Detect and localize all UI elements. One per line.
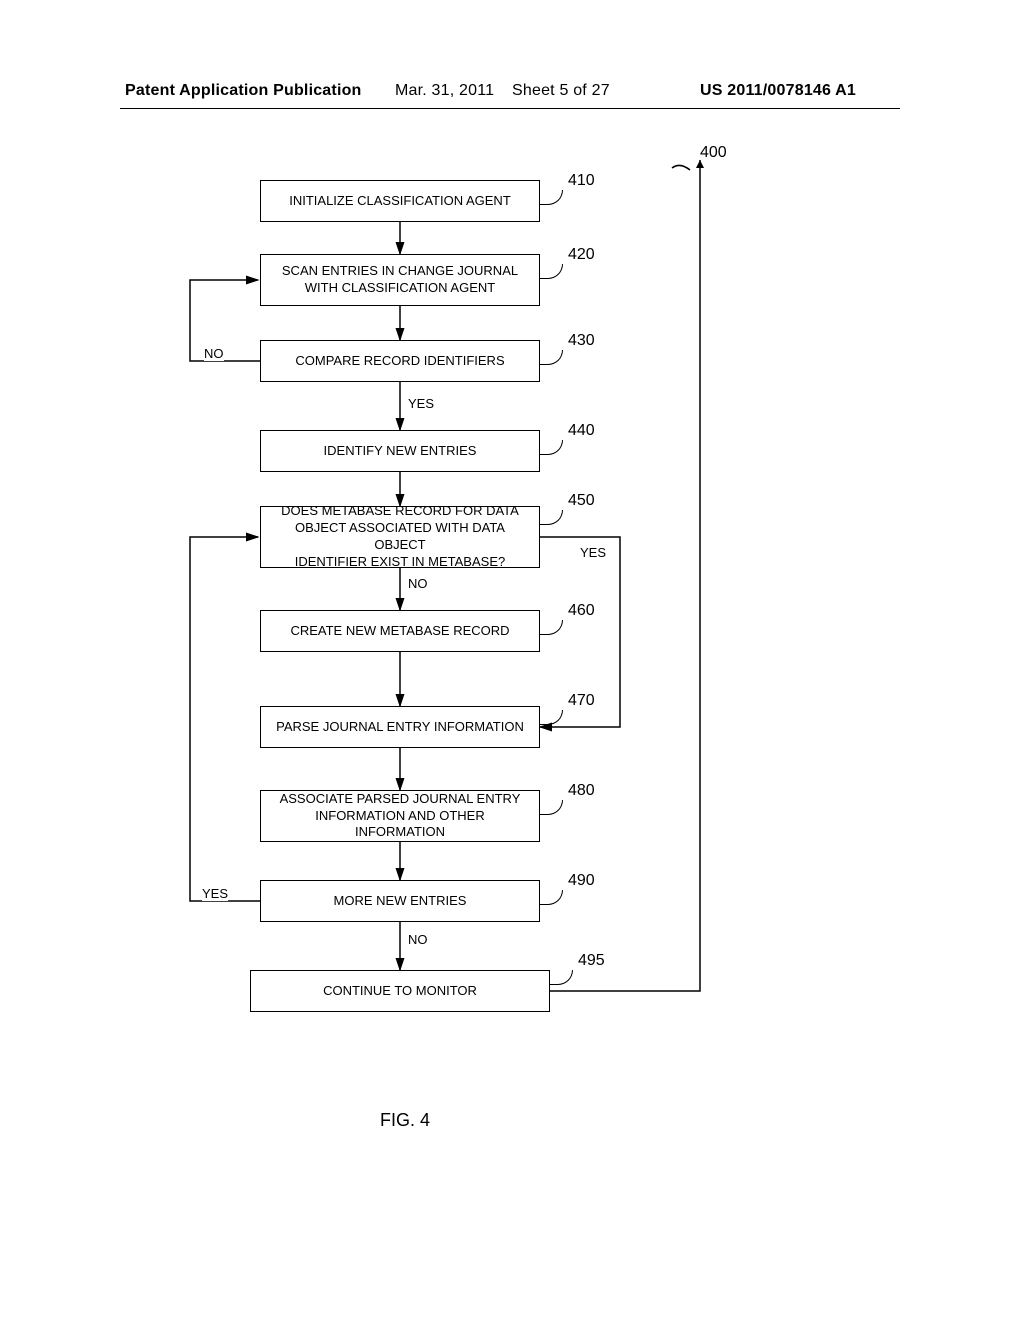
ref-410: 410	[568, 172, 595, 190]
box-410-text: INITIALIZE CLASSIFICATION AGENT	[289, 193, 511, 210]
label-yes-490: YES	[202, 886, 228, 901]
box-420-text: SCAN ENTRIES IN CHANGE JOURNALWITH CLASS…	[282, 263, 518, 297]
label-yes-430: YES	[408, 396, 434, 411]
box-430-text: COMPARE RECORD IDENTIFIERS	[295, 353, 504, 370]
ref-480: 480	[568, 782, 595, 800]
ref-420: 420	[568, 246, 595, 264]
label-no-490: NO	[408, 932, 428, 947]
ref-430: 430	[568, 332, 595, 350]
header-date: Mar. 31, 2011	[395, 82, 494, 100]
figure-label: FIG. 4	[380, 1110, 430, 1131]
ref-490: 490	[568, 872, 595, 890]
box-410: INITIALIZE CLASSIFICATION AGENT	[260, 180, 540, 222]
box-440-text: IDENTIFY NEW ENTRIES	[324, 443, 477, 460]
box-480-text: ASSOCIATE PARSED JOURNAL ENTRYINFORMATIO…	[269, 791, 531, 842]
header-us-number: US 2011/0078146 A1	[700, 82, 856, 100]
box-495: CONTINUE TO MONITOR	[250, 970, 550, 1012]
ref-400: 400	[700, 144, 727, 162]
box-490-text: MORE NEW ENTRIES	[334, 893, 467, 910]
box-450-text: DOES METABASE RECORD FOR DATAOBJECT ASSO…	[269, 503, 531, 571]
box-440: IDENTIFY NEW ENTRIES	[260, 430, 540, 472]
box-420: SCAN ENTRIES IN CHANGE JOURNALWITH CLASS…	[260, 254, 540, 306]
box-430: COMPARE RECORD IDENTIFIERS	[260, 340, 540, 382]
label-no-430: NO	[204, 346, 224, 361]
box-490: MORE NEW ENTRIES	[260, 880, 540, 922]
box-460-text: CREATE NEW METABASE RECORD	[290, 623, 509, 640]
box-470-text: PARSE JOURNAL ENTRY INFORMATION	[276, 719, 524, 736]
box-480: ASSOCIATE PARSED JOURNAL ENTRYINFORMATIO…	[260, 790, 540, 842]
ref-460: 460	[568, 602, 595, 620]
header-sheet: Sheet 5 of 27	[512, 82, 610, 100]
box-495-text: CONTINUE TO MONITOR	[323, 983, 477, 1000]
label-yes-450: YES	[580, 545, 606, 560]
label-no-450: NO	[408, 576, 428, 591]
header-rule	[120, 108, 900, 109]
box-460: CREATE NEW METABASE RECORD	[260, 610, 540, 652]
box-470: PARSE JOURNAL ENTRY INFORMATION	[260, 706, 540, 748]
ref-440: 440	[568, 422, 595, 440]
ref-470: 470	[568, 692, 595, 710]
box-450: DOES METABASE RECORD FOR DATAOBJECT ASSO…	[260, 506, 540, 568]
ref-495: 495	[578, 952, 605, 970]
header-publication: Patent Application Publication	[125, 82, 362, 100]
ref-450: 450	[568, 492, 595, 510]
flowchart-diagram: 400 INITIALIZE CLASSIFICATION AGENT 410 …	[120, 150, 900, 1150]
